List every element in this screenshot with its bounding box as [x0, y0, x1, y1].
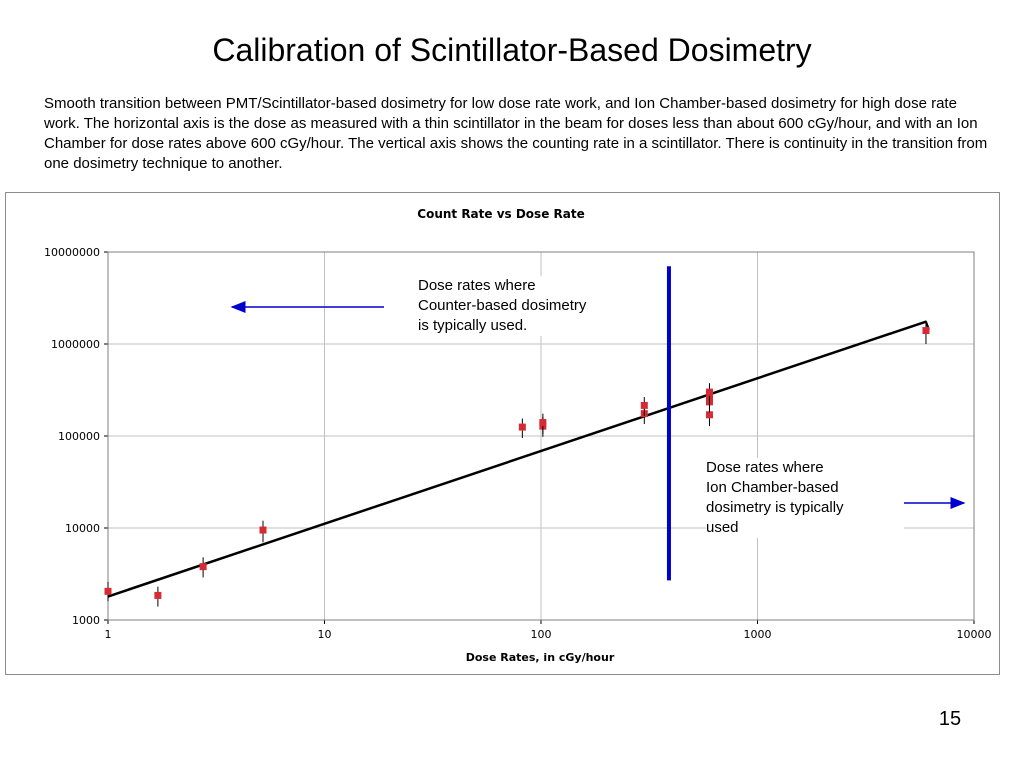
tick-labels: 1 10 100 1000 10000 1000 10000 100000 1000000 100…	[44, 246, 992, 641]
x-tick-label: 10000	[957, 628, 992, 641]
x-tick-label: 10	[318, 628, 332, 641]
slide-title: Calibration of Scintillator-Based Dosime…	[212, 32, 812, 68]
annotation-ion-chamber: Dose rates where Ion Chamber-based dosim…	[706, 458, 904, 538]
count-rate-chart: Count Rate vs Dose Rate Dose Rates, in c…	[44, 207, 992, 664]
annotation-counter-based: Dose rates where Counter-based dosimetry…	[418, 276, 587, 336]
fit-line	[107, 320, 927, 598]
y-tick-label: 10000	[65, 522, 100, 535]
data-points	[104, 320, 930, 607]
x-tick-label: 100	[531, 628, 552, 641]
x-tick-label: 1	[105, 628, 112, 641]
y-tick-label: 10000000	[44, 246, 100, 259]
y-tick-label: 1000000	[51, 338, 100, 351]
axes	[104, 251, 975, 624]
data-point	[539, 419, 547, 427]
chart-frame: Count Rate vs Dose Rate Dose Rates, in c…	[5, 192, 1000, 675]
data-point	[259, 526, 267, 534]
data-point	[640, 401, 648, 409]
y-tick-label: 1000	[72, 614, 100, 627]
data-point	[705, 388, 713, 396]
chart-title: Count Rate vs Dose Rate	[417, 207, 584, 221]
page-number: 15	[938, 708, 962, 730]
y-tick-label: 100000	[58, 430, 100, 443]
data-point	[922, 327, 930, 335]
data-point	[518, 423, 526, 431]
slide-description: Smooth transition between PMT/Scintillat…	[44, 95, 988, 172]
data-point	[705, 411, 713, 419]
data-point	[104, 587, 112, 595]
data-point	[154, 591, 162, 599]
x-axis-label: Dose Rates, in cGy/hour	[466, 651, 615, 664]
data-point	[199, 563, 207, 571]
x-tick-label: 1000	[744, 628, 772, 641]
plot-border	[107, 251, 975, 621]
